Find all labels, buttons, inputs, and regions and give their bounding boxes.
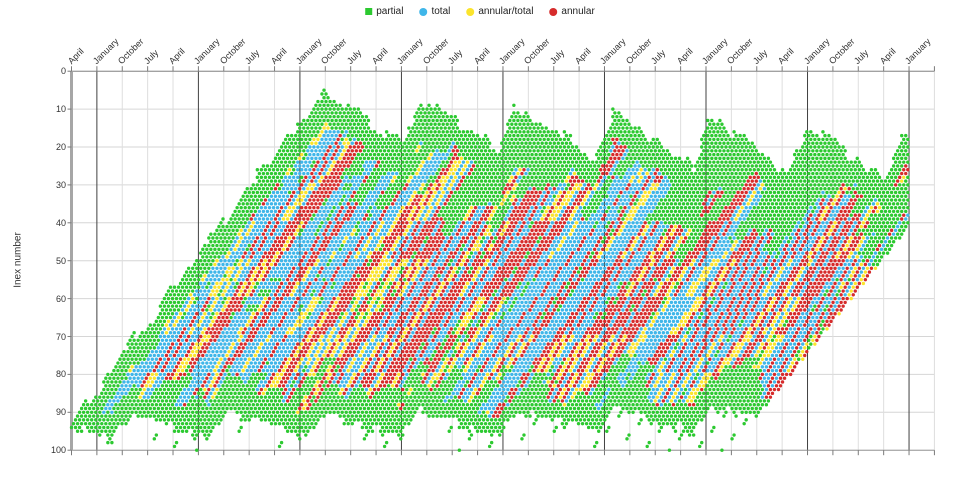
legend-item-total: total: [419, 6, 450, 17]
legend-label-annular-total: annular/total: [478, 6, 534, 17]
legend-swatch-annular-icon: [549, 7, 558, 16]
y-tick-label: 0: [60, 66, 66, 77]
y-tick-label: 40: [55, 217, 66, 228]
legend-item-partial: partial: [365, 6, 403, 17]
y-tick-label: 100: [50, 445, 66, 456]
legend-swatch-partial-icon: [365, 8, 373, 15]
legend-label-total: total: [431, 6, 451, 17]
legend-swatch-annular-total-icon: [466, 7, 475, 16]
y-tick-label: 90: [55, 407, 66, 418]
y-axis-title: Inex number: [12, 232, 24, 288]
legend-item-annular-total: annular/total: [466, 6, 533, 17]
legend-label-partial: partial: [376, 6, 404, 17]
legend-label-annular: annular: [561, 6, 595, 17]
legend-item-annular: annular: [549, 6, 595, 17]
y-tick-label: 50: [55, 255, 66, 266]
y-tick-label: 60: [55, 293, 66, 304]
y-tick-label: 30: [55, 179, 66, 190]
y-tick-label: 20: [55, 142, 66, 152]
y-tick-label: 80: [55, 369, 66, 380]
legend: partial total annular/total annular: [365, 6, 595, 17]
legend-swatch-total-icon: [419, 7, 428, 16]
y-tick-label: 10: [55, 104, 66, 115]
y-tick-label: 70: [55, 331, 66, 342]
